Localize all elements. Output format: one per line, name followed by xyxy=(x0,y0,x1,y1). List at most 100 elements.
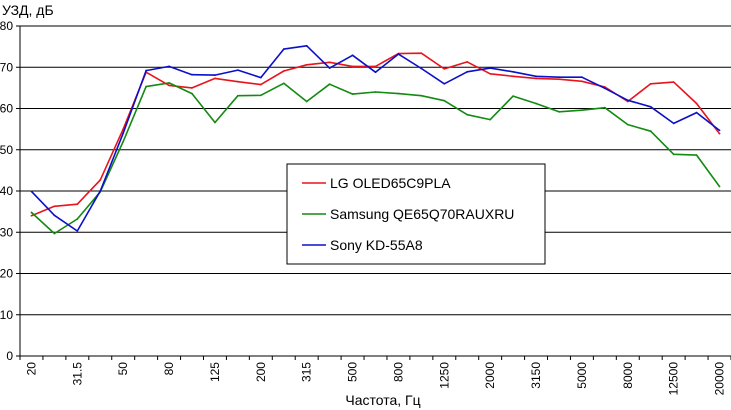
data-point xyxy=(53,232,56,235)
data-point xyxy=(512,75,515,78)
data-point xyxy=(305,100,308,103)
data-point xyxy=(695,111,698,114)
y-tick-label: 50 xyxy=(0,143,13,157)
y-tick-label: 60 xyxy=(0,102,13,116)
data-point xyxy=(122,132,125,135)
data-point xyxy=(695,102,698,105)
data-point xyxy=(259,76,262,79)
data-point xyxy=(672,122,675,125)
x-tick-label: 125 xyxy=(208,362,222,382)
legend-label: Sony KD-55A8 xyxy=(330,237,423,253)
data-point xyxy=(99,190,102,192)
data-point xyxy=(214,77,216,80)
data-point xyxy=(581,109,583,112)
data-point xyxy=(374,71,377,74)
data-point xyxy=(168,65,170,68)
data-point xyxy=(76,218,79,220)
x-tick-label: 80 xyxy=(162,362,176,376)
data-point xyxy=(305,44,308,47)
data-point xyxy=(535,77,537,80)
data-point xyxy=(236,94,239,97)
y-tick-label: 10 xyxy=(0,308,13,322)
y-tick-label: 70 xyxy=(0,60,13,74)
x-axis-label: Частота, Гц xyxy=(345,392,420,408)
data-point xyxy=(672,81,675,83)
data-point xyxy=(282,70,285,72)
data-point xyxy=(535,102,537,105)
data-point xyxy=(581,80,583,83)
data-point xyxy=(191,92,193,95)
data-point xyxy=(30,211,33,214)
data-point xyxy=(236,69,239,72)
data-point xyxy=(145,69,148,72)
data-point xyxy=(649,130,652,133)
data-point xyxy=(718,185,721,188)
x-tick-label: 20000 xyxy=(713,362,727,396)
series-lines xyxy=(30,44,721,235)
data-point xyxy=(489,67,492,69)
data-point xyxy=(558,110,560,113)
y-tick-label: 20 xyxy=(0,267,13,281)
x-tick-label: 500 xyxy=(346,362,360,382)
data-point xyxy=(328,67,331,69)
data-point xyxy=(76,230,79,232)
data-point xyxy=(351,65,354,68)
data-point xyxy=(535,75,537,78)
x-tick-label: 12500 xyxy=(667,362,681,396)
data-point xyxy=(443,99,446,102)
data-point xyxy=(603,87,606,90)
x-tick-label: 2000 xyxy=(483,362,497,389)
data-point xyxy=(718,129,721,132)
data-point xyxy=(259,83,262,86)
y-tick-labels: 0 10 20 30 40 50 60 70 80 xyxy=(0,19,13,363)
data-point xyxy=(122,128,125,131)
data-point xyxy=(53,205,56,208)
data-point xyxy=(443,82,446,85)
x-tick-label: 1250 xyxy=(437,362,451,389)
data-point xyxy=(30,190,33,193)
y-tick-label: 40 xyxy=(0,184,13,198)
data-point xyxy=(626,123,629,126)
data-point xyxy=(259,94,262,97)
data-point xyxy=(489,118,492,121)
data-point xyxy=(236,80,239,83)
data-point xyxy=(512,95,515,98)
data-point xyxy=(122,140,125,143)
data-point xyxy=(420,52,423,55)
data-point xyxy=(466,113,469,116)
data-point xyxy=(397,92,400,95)
data-point xyxy=(558,76,560,79)
x-tick-label: 8000 xyxy=(621,362,635,389)
data-point xyxy=(145,85,148,88)
data-point xyxy=(512,70,515,73)
data-point xyxy=(214,74,216,76)
data-point xyxy=(466,60,469,63)
data-point xyxy=(53,214,56,217)
x-tick-label: 315 xyxy=(300,362,314,382)
data-point xyxy=(649,105,652,108)
data-point xyxy=(649,82,652,85)
data-point xyxy=(397,53,400,55)
data-point xyxy=(191,73,193,76)
y-tick-label: 30 xyxy=(0,225,13,239)
x-tick-label: 200 xyxy=(254,362,268,382)
data-point xyxy=(420,94,423,97)
data-point xyxy=(328,83,331,86)
data-point xyxy=(558,78,560,81)
data-point xyxy=(328,61,331,64)
data-point xyxy=(168,82,170,84)
x-tick-label: 50 xyxy=(116,362,130,376)
y-axis-label: УЗД, дБ xyxy=(2,2,54,18)
data-point xyxy=(282,82,285,85)
data-point xyxy=(214,121,216,124)
data-point xyxy=(443,68,446,70)
data-point xyxy=(76,203,79,206)
legend-label: Samsung QE65Q70RAUXRU xyxy=(330,206,514,222)
data-point xyxy=(420,67,423,70)
data-point xyxy=(374,91,377,93)
data-point xyxy=(603,106,606,109)
x-tick-label: 31.5 xyxy=(70,362,84,386)
legend: LG OLED65C9PLA Samsung QE65Q70RAUXRU Sony … xyxy=(286,163,546,265)
data-point xyxy=(695,154,698,157)
